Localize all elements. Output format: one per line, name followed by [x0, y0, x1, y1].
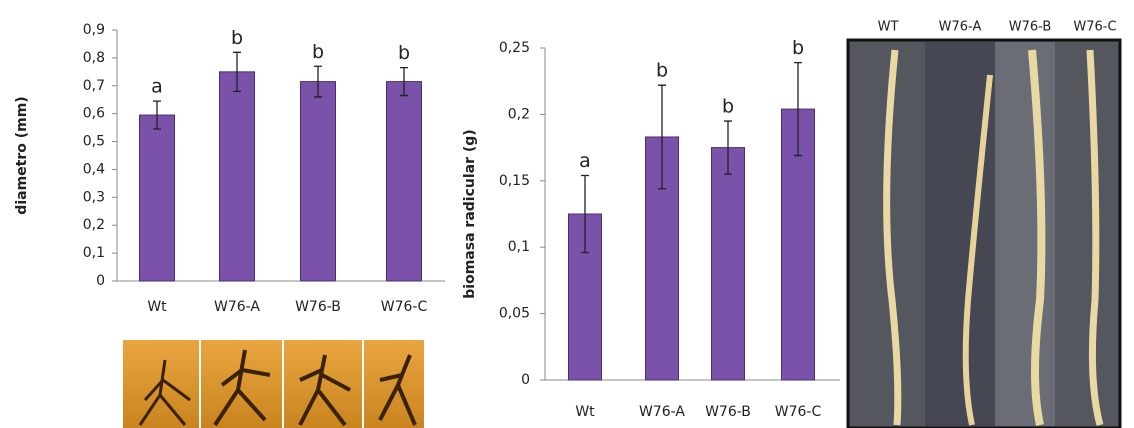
- y-tick-label: 0: [521, 372, 530, 388]
- photo-label: W76-B: [1009, 20, 1052, 35]
- x-tick-label: Wt: [575, 404, 595, 420]
- x-tick-label: Wt: [147, 299, 167, 315]
- error-bar: [724, 120, 732, 175]
- bar: [219, 71, 255, 282]
- significance-letter: b: [398, 42, 410, 64]
- photo-label: W76-A: [939, 20, 982, 35]
- significance-letter: a: [579, 150, 591, 172]
- error-bar: [400, 67, 408, 97]
- y-tick-label: 0,05: [499, 306, 530, 322]
- significance-letter: b: [656, 60, 668, 82]
- y-tick-label: 0,1: [83, 245, 105, 261]
- y-tick-label: 0,7: [83, 78, 105, 94]
- y-tick-label: 0,1: [508, 239, 530, 255]
- error-bar: [314, 65, 322, 98]
- y-tick-label: 0,2: [83, 217, 105, 233]
- significance-letter: a: [151, 76, 163, 98]
- y-axis-label: diametro (mm): [14, 96, 30, 214]
- y-tick-label: 0,9: [83, 22, 105, 38]
- root-photo-strip: [123, 340, 424, 428]
- significance-letter: b: [792, 37, 804, 59]
- y-tick-label: 0,3: [83, 189, 105, 205]
- bar: [711, 147, 745, 381]
- x-tick-label: W76-B: [295, 299, 341, 315]
- y-tick-label: 0,4: [83, 161, 105, 177]
- y-tick-label: 0,25: [499, 40, 530, 56]
- x-tick-label: W76-A: [639, 404, 685, 420]
- root-photo-panel: [846, 38, 1122, 428]
- y-tick-label: 0,6: [83, 106, 105, 122]
- error-bar: [153, 100, 161, 130]
- error-bar: [794, 61, 802, 157]
- y-tick-label: 0,2: [508, 106, 530, 122]
- significance-letter: b: [722, 96, 734, 118]
- significance-letter: b: [231, 27, 243, 49]
- error-bar: [658, 84, 666, 190]
- y-tick-label: 0,5: [83, 134, 105, 150]
- bar: [386, 81, 422, 282]
- y-tick-label: 0,15: [499, 173, 530, 189]
- x-tick-label: W76-C: [775, 404, 822, 420]
- error-bar: [581, 174, 589, 254]
- bar: [139, 114, 175, 282]
- y-tick-label: 0: [96, 273, 105, 289]
- significance-letter: b: [312, 41, 324, 63]
- bar: [300, 81, 336, 282]
- x-tick-label: W76-C: [381, 299, 428, 315]
- x-tick-label: W76-A: [214, 299, 260, 315]
- y-axis-label: biomasa radicular (g): [462, 129, 478, 298]
- x-tick-label: W76-B: [705, 404, 751, 420]
- y-tick-label: 0,8: [83, 50, 105, 66]
- photo-label: W76-C: [1073, 20, 1116, 35]
- error-bar: [233, 51, 241, 93]
- photo-label: WT: [878, 20, 899, 35]
